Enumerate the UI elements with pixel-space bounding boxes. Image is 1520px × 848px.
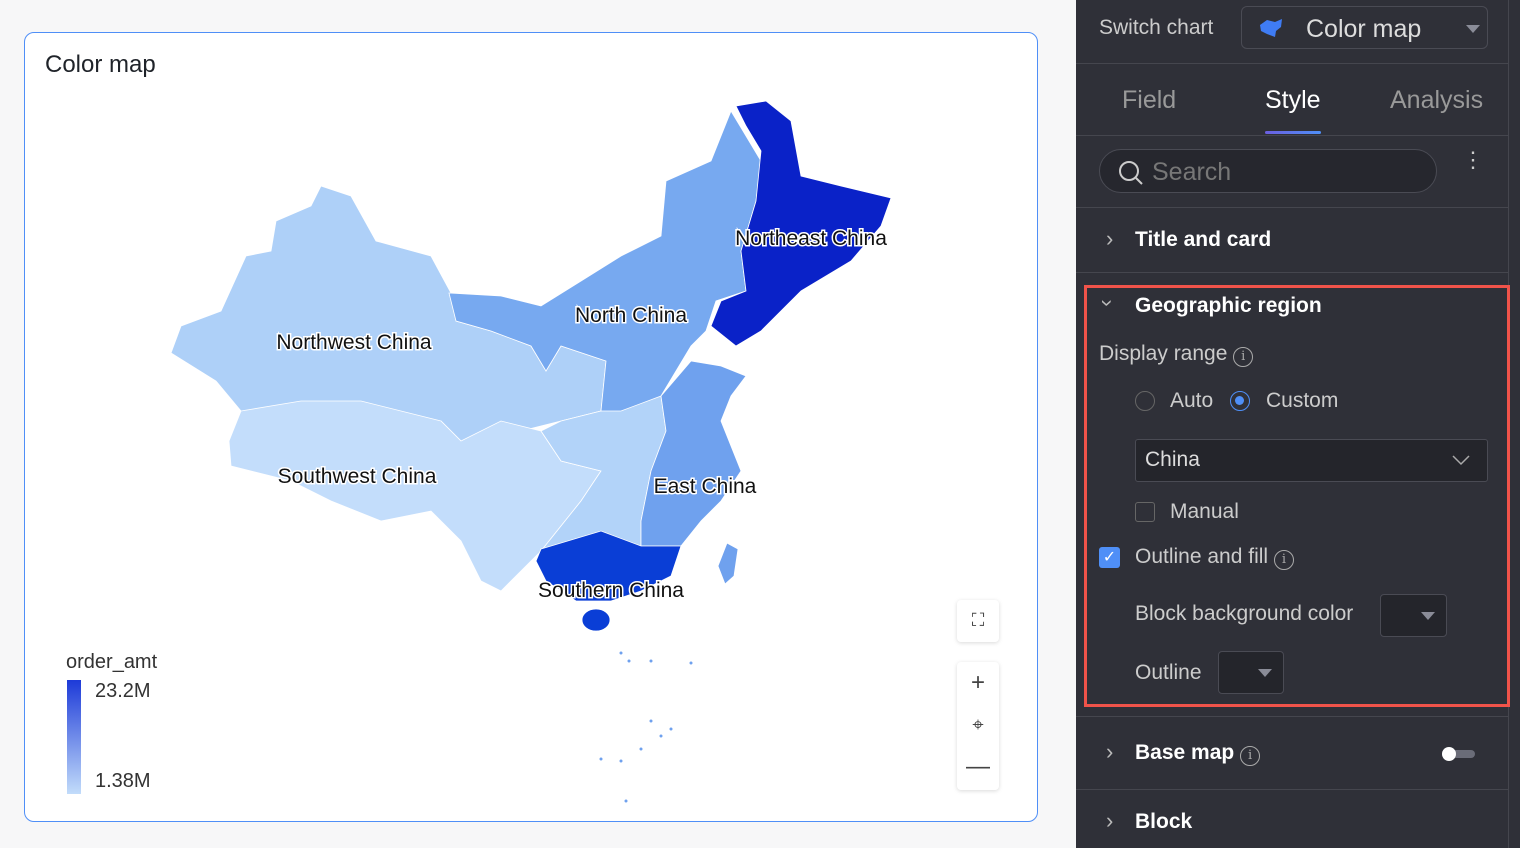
dropdown-caret-icon — [1421, 612, 1435, 620]
info-icon[interactable]: i — [1233, 347, 1254, 367]
block-bg-label: Block background color — [1135, 602, 1354, 625]
radio-custom-label[interactable]: Custom — [1266, 389, 1339, 412]
region-taiwan[interactable] — [717, 542, 739, 585]
section-title-and-card[interactable]: Title and card — [1135, 228, 1272, 251]
info-icon[interactable]: i — [1273, 550, 1294, 570]
chart-type-value: Color map — [1306, 15, 1422, 43]
active-tab-indicator — [1265, 131, 1321, 134]
outline-fill-checkbox[interactable]: ✓ — [1099, 547, 1120, 568]
base-map-text: Base map — [1135, 741, 1235, 764]
outline-fill-label: Outline and fill i — [1135, 545, 1294, 570]
region-hainan[interactable] — [581, 608, 611, 632]
region-select[interactable]: China — [1135, 439, 1488, 482]
tab-analysis[interactable]: Analysis — [1390, 86, 1484, 114]
outline-color-picker[interactable] — [1218, 651, 1284, 694]
display-range-text: Display range — [1099, 342, 1228, 365]
region-northeast-china[interactable] — [710, 100, 892, 347]
more-options-icon[interactable]: ⋮ — [1462, 147, 1484, 172]
chevron-down-icon — [1452, 455, 1470, 466]
chevron-right-icon[interactable]: › — [1106, 808, 1114, 833]
outline-label: Outline — [1135, 661, 1202, 684]
highlight-box — [1084, 285, 1510, 707]
search-icon — [1119, 161, 1143, 185]
chevron-down-icon[interactable]: › — [1095, 299, 1121, 307]
zoom-in-icon[interactable]: + — [970, 669, 985, 696]
label-northeast-china: Northeast China — [735, 227, 887, 250]
zoom-controls: + ⌖ — — [957, 662, 999, 790]
legend-title: order_amt — [66, 651, 158, 673]
manual-checkbox[interactable] — [1135, 502, 1155, 522]
region-southern-china[interactable] — [535, 530, 682, 602]
legend-gradient-bar — [67, 680, 81, 794]
settings-panel: Switch chart Color map Field Style Analy… — [1076, 0, 1520, 848]
chart-type-select[interactable]: Color map — [1241, 6, 1488, 49]
zoom-out-icon[interactable]: — — [966, 753, 990, 780]
card-title: Color map — [45, 51, 156, 78]
section-base-map[interactable]: Base map i — [1135, 741, 1261, 766]
label-southern-china: Southern China — [538, 579, 684, 602]
region-east-china[interactable] — [640, 360, 747, 547]
base-map-toggle[interactable] — [1442, 747, 1475, 761]
label-northwest-china: Northwest China — [276, 331, 432, 354]
tab-field[interactable]: Field — [1122, 86, 1177, 114]
radio-auto[interactable] — [1135, 391, 1155, 411]
switch-chart-label: Switch chart — [1099, 16, 1214, 39]
dropdown-caret-icon — [1258, 669, 1272, 677]
chevron-right-icon[interactable]: › — [1106, 739, 1114, 764]
locate-icon[interactable]: ⌖ — [972, 714, 984, 736]
dropdown-caret-icon — [1466, 25, 1480, 33]
radio-custom[interactable] — [1230, 391, 1250, 411]
label-southwest-china: Southwest China — [278, 465, 437, 488]
fullscreen-icon: ⛶ — [971, 610, 985, 630]
search-placeholder: Search — [1152, 158, 1232, 186]
label-east-china: East China — [654, 475, 757, 498]
block-bg-color-picker[interactable] — [1380, 594, 1447, 637]
section-geographic-region[interactable]: Geographic region — [1135, 294, 1322, 317]
search-input[interactable]: Search — [1099, 149, 1437, 193]
south-sea-islands — [599, 651, 693, 803]
chevron-right-icon[interactable]: › — [1106, 226, 1114, 251]
section-block[interactable]: Block — [1135, 810, 1193, 833]
fullscreen-button[interactable]: ⛶ — [957, 600, 999, 642]
manual-label[interactable]: Manual — [1170, 500, 1239, 523]
region-select-value: China — [1145, 448, 1200, 471]
display-range-label: Display range i — [1099, 342, 1254, 367]
legend-min: 1.38M — [95, 770, 151, 792]
radio-auto-label[interactable]: Auto — [1170, 389, 1214, 412]
label-north-china: North China — [575, 304, 687, 327]
china-map-icon — [1260, 19, 1282, 37]
tab-style[interactable]: Style — [1265, 86, 1321, 114]
china-map[interactable]: Northeast China North China Northwest Ch… — [25, 33, 1039, 823]
outline-fill-text: Outline and fill — [1135, 545, 1269, 568]
color-map-card: Color map Northeast China North China No… — [24, 32, 1038, 822]
info-icon[interactable]: i — [1240, 746, 1261, 766]
legend-max: 23.2M — [95, 680, 151, 702]
